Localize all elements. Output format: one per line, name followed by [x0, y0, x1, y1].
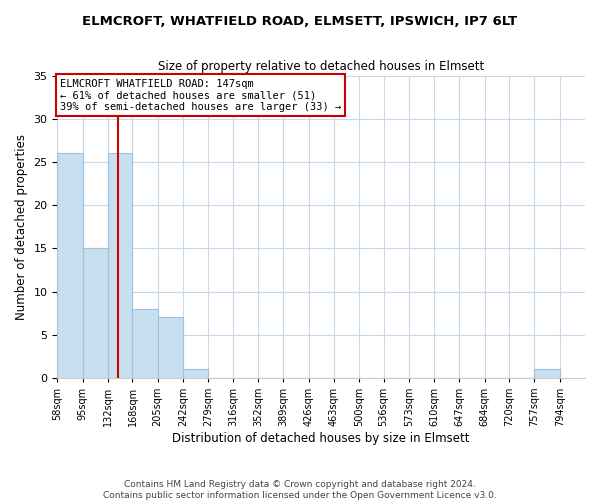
Title: Size of property relative to detached houses in Elmsett: Size of property relative to detached ho… — [158, 60, 484, 73]
Bar — [183, 370, 208, 378]
X-axis label: Distribution of detached houses by size in Elmsett: Distribution of detached houses by size … — [172, 432, 470, 445]
Bar — [133, 309, 158, 378]
Text: Contains public sector information licensed under the Open Government Licence v3: Contains public sector information licen… — [103, 491, 497, 500]
Text: ELMCROFT, WHATFIELD ROAD, ELMSETT, IPSWICH, IP7 6LT: ELMCROFT, WHATFIELD ROAD, ELMSETT, IPSWI… — [82, 15, 518, 28]
Y-axis label: Number of detached properties: Number of detached properties — [15, 134, 28, 320]
Bar — [158, 318, 183, 378]
Text: Contains HM Land Registry data © Crown copyright and database right 2024.: Contains HM Land Registry data © Crown c… — [124, 480, 476, 489]
Bar — [108, 154, 133, 378]
Text: ELMCROFT WHATFIELD ROAD: 147sqm
← 61% of detached houses are smaller (51)
39% of: ELMCROFT WHATFIELD ROAD: 147sqm ← 61% of… — [60, 78, 341, 112]
Bar — [58, 154, 83, 378]
Bar — [83, 248, 108, 378]
Bar — [535, 370, 560, 378]
